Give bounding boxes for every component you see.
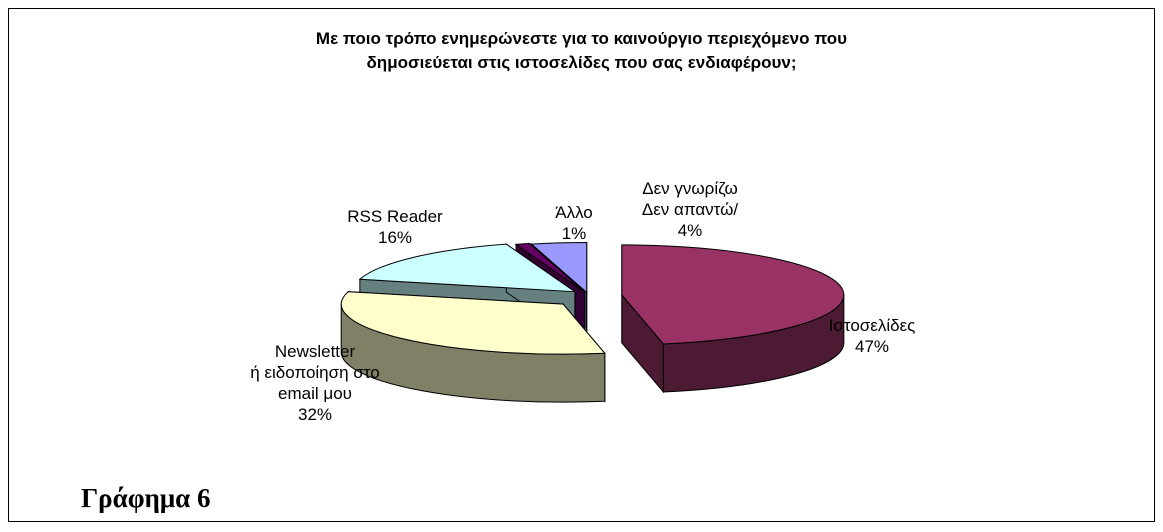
chart-title-line-1: Με ποιο τρόπο ενημερώνεστε για το καινού… xyxy=(315,29,848,48)
pie-slice-2-top xyxy=(358,243,577,293)
chart-title: Με ποιο τρόπο ενημερώνεστε για το καινού… xyxy=(9,27,1154,75)
pie-slice-2-percent-label: 16% xyxy=(378,228,412,247)
pie-slice-3-percent-label: 1% xyxy=(562,224,587,243)
pie-slice-4-percent-label: 4% xyxy=(678,221,703,240)
chart-title-line-2: δημοσιεύεται στις ιστοσελίδες που σας εν… xyxy=(366,53,797,72)
pie-slice-1-top xyxy=(340,291,606,355)
pie-slice-0-percent-label: 47% xyxy=(855,337,889,356)
pie-slice-3-top xyxy=(514,243,585,293)
pie-slice-0-top xyxy=(621,244,845,345)
pie-slice-1-name-label-1: ή ειδοποίηση στο xyxy=(250,363,379,382)
pie-slice-4-top xyxy=(530,242,588,294)
pie-slice-1-name-label-0: Newsletter xyxy=(275,342,356,361)
pie-slice-0 xyxy=(621,244,845,394)
figure-caption: Γράφημα 6 xyxy=(81,483,211,513)
pie-slice-1-name-label-2: email μου xyxy=(278,384,352,403)
pie-slice-1 xyxy=(340,291,606,403)
pie-slice-0-name-label-0: Ιστοσελίδες xyxy=(829,316,916,335)
pie-slice-1-percent-label: 32% xyxy=(298,405,332,424)
pie-slice-4-name-label-0: Δεν γνωρίζω xyxy=(642,179,738,198)
pie-slice-3-name-label-0: Άλλο xyxy=(555,203,593,222)
pie-slice-4-name-label-1: Δεν απαντώ/ xyxy=(642,200,739,219)
pie-slice-2-name-label-0: RSS Reader xyxy=(347,207,443,226)
